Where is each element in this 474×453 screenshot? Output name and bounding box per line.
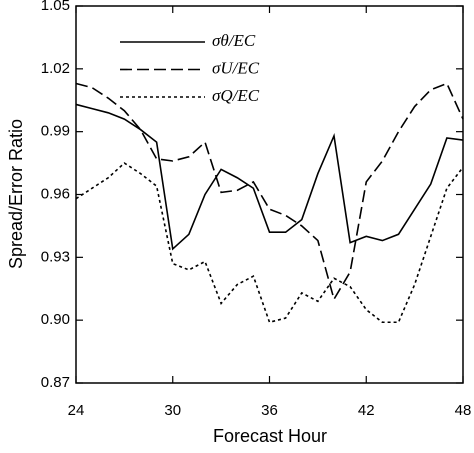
legend-label: σU/EC bbox=[212, 58, 260, 77]
x-tick-label: 42 bbox=[358, 402, 375, 419]
y-tick-label: 0.90 bbox=[41, 311, 70, 328]
x-tick-label: 24 bbox=[68, 402, 85, 419]
plot-frame bbox=[75, 5, 464, 384]
x-axis-title: Forecast Hour bbox=[213, 426, 327, 446]
series-line bbox=[75, 82, 464, 302]
y-tick-label: 0.87 bbox=[41, 374, 70, 391]
y-tick-label: 0.93 bbox=[41, 248, 70, 265]
y-tick-label: 0.96 bbox=[41, 185, 70, 202]
x-tick-label: 36 bbox=[261, 402, 278, 419]
y-tick-label: 1.05 bbox=[41, 0, 70, 14]
legend-label: σQ/EC bbox=[212, 86, 260, 105]
legend-label: σθ/EC bbox=[212, 31, 256, 50]
series-line bbox=[75, 103, 464, 251]
x-tick-label: 30 bbox=[164, 402, 181, 419]
series-line bbox=[75, 162, 464, 324]
y-tick-label: 1.02 bbox=[41, 60, 70, 77]
y-tick-label: 0.99 bbox=[41, 123, 70, 140]
x-tick-label: 48 bbox=[455, 402, 472, 419]
y-axis-title: Spread/Error Ratio bbox=[6, 119, 26, 269]
